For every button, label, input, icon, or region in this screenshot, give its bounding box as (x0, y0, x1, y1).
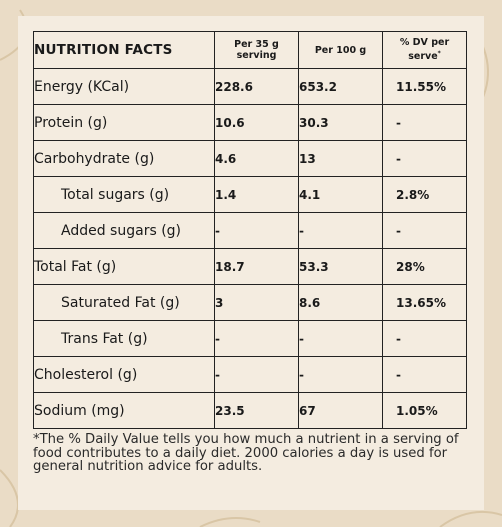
percent-dv-value: - (382, 212, 467, 249)
per-serving-value: - (214, 212, 299, 249)
nutrient-name: Cholesterol (g) (33, 356, 215, 393)
per-serving-value: 3 (214, 284, 299, 321)
table-header-row: NUTRITION FACTS Per 35 g serving Per 100… (33, 31, 467, 69)
nutrient-name: Total sugars (g) (33, 176, 215, 213)
table-row: Cholesterol (g) - - - (33, 356, 467, 393)
table-title: NUTRITION FACTS (33, 31, 215, 69)
header-percent-dv-mark: * (437, 50, 441, 58)
table-row: Added sugars (g) - - - (33, 212, 467, 249)
percent-dv-value: - (382, 356, 467, 393)
table-row: Trans Fat (g) - - - (33, 320, 467, 357)
per-100g-value: 8.6 (298, 284, 383, 321)
per-serving-value: - (214, 320, 299, 357)
nutrient-name: Carbohydrate (g) (33, 140, 215, 177)
nutrient-name: Trans Fat (g) (33, 320, 215, 357)
per-serving-value: 1.4 (214, 176, 299, 213)
nutrient-name: Energy (KCal) (33, 68, 215, 105)
daily-value-footnote: *The % Daily Value tells you how much a … (33, 432, 459, 474)
per-100g-value: 30.3 (298, 104, 383, 141)
percent-dv-value: 28% (382, 248, 467, 285)
per-100g-value: 4.1 (298, 176, 383, 213)
per-100g-value: - (298, 320, 383, 357)
table-row: Total Fat (g) 18.7 53.3 28% (33, 248, 467, 285)
per-100g-value: 653.2 (298, 68, 383, 105)
nutrient-name: Protein (g) (33, 104, 215, 141)
header-per-100g: Per 100 g (298, 31, 383, 69)
header-percent-dv: % DV per serve* (382, 31, 467, 69)
per-100g-value: 67 (298, 392, 383, 429)
per-100g-value: - (298, 212, 383, 249)
percent-dv-value: - (382, 320, 467, 357)
nutrient-name: Total Fat (g) (33, 248, 215, 285)
table-row: Carbohydrate (g) 4.6 13 - (33, 140, 467, 177)
table-row: Sodium (mg) 23.5 67 1.05% (33, 392, 467, 429)
percent-dv-value: - (382, 140, 467, 177)
nutrient-name: Added sugars (g) (33, 212, 215, 249)
nutrition-facts-table: NUTRITION FACTS Per 35 g serving Per 100… (33, 31, 467, 429)
percent-dv-value: - (382, 104, 467, 141)
per-serving-value: 228.6 (214, 68, 299, 105)
per-serving-value: 4.6 (214, 140, 299, 177)
per-100g-value: 13 (298, 140, 383, 177)
percent-dv-value: 13.65% (382, 284, 467, 321)
percent-dv-value: 1.05% (382, 392, 467, 429)
per-100g-value: - (298, 356, 383, 393)
table-row: Energy (KCal) 228.6 653.2 11.55% (33, 68, 467, 105)
table-row: Protein (g) 10.6 30.3 - (33, 104, 467, 141)
table-row: Saturated Fat (g) 3 8.6 13.65% (33, 284, 467, 321)
per-serving-value: 23.5 (214, 392, 299, 429)
header-per-serving: Per 35 g serving (214, 31, 299, 69)
per-100g-value: 53.3 (298, 248, 383, 285)
per-serving-value: - (214, 356, 299, 393)
nutrient-name: Saturated Fat (g) (33, 284, 215, 321)
per-serving-value: 18.7 (214, 248, 299, 285)
percent-dv-value: 2.8% (382, 176, 467, 213)
header-percent-dv-label: % DV per serve (399, 37, 450, 63)
nutrient-name: Sodium (mg) (33, 392, 215, 429)
percent-dv-value: 11.55% (382, 68, 467, 105)
table-row: Total sugars (g) 1.4 4.1 2.8% (33, 176, 467, 213)
per-serving-value: 10.6 (214, 104, 299, 141)
